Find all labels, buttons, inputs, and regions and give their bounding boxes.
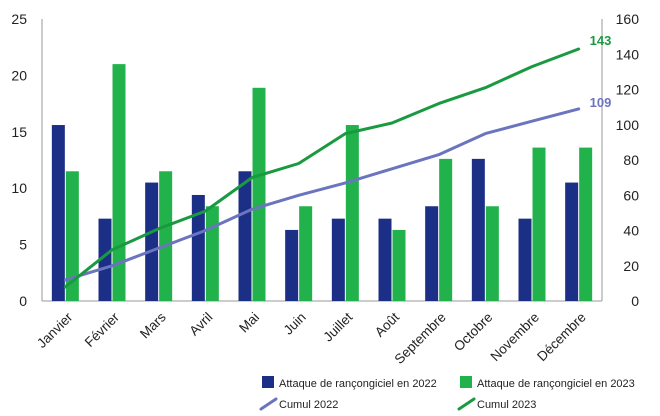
x-category-label: Mars [137, 309, 169, 341]
x-category-label: Juillet [320, 309, 355, 344]
y-right-tick-label: 40 [623, 223, 639, 239]
legend-item-cumul-2023-label: Cumul 2023 [477, 399, 536, 411]
bar-2022 [98, 218, 112, 301]
bar-2022 [238, 171, 252, 301]
bar-2023 [205, 206, 219, 301]
bar-2022 [191, 194, 205, 301]
y-right-tick-label: 80 [623, 152, 639, 168]
legend-item-2022-bars-swatch [262, 376, 274, 388]
bar-2023 [252, 87, 266, 301]
bar-2022 [425, 206, 439, 301]
bar-2022 [378, 218, 392, 301]
y-left-tick-label: 10 [11, 180, 27, 196]
legend-item-cumul-2022-swatch [259, 397, 278, 411]
y-right-tick-label: 120 [616, 82, 640, 98]
legend-item-cumul-2022-label: Cumul 2022 [279, 399, 338, 411]
legend-item-2023-bars-swatch [460, 376, 472, 388]
x-category-label: Janvier [34, 309, 76, 351]
cumul-2023-end-label: 143 [590, 33, 612, 48]
line-cumul-2023 [63, 47, 581, 289]
bar-2022 [331, 218, 345, 301]
bar-2023 [532, 147, 546, 301]
legend-item-2022-bars-label: Attaque de rançongiciel en 2022 [279, 378, 437, 390]
y-right-tick-label: 60 [623, 187, 639, 203]
y-right-tick-label: 140 [616, 46, 640, 62]
bar-2023 [392, 229, 406, 301]
x-category-label: Février [82, 309, 123, 350]
x-category-label: Juin [281, 310, 309, 338]
x-category-label: Novembre [487, 310, 542, 365]
y-left-tick-label: 25 [11, 11, 27, 27]
legend-item-2023-bars-label: Attaque de rançongiciel en 2023 [477, 378, 635, 390]
x-category-label: Décembre [534, 310, 589, 365]
x-category-label: Mai [236, 310, 262, 336]
bar-2022 [518, 218, 532, 301]
bar-2023 [299, 206, 313, 301]
bar-2022 [565, 182, 579, 301]
bar-2023 [439, 158, 453, 301]
y-right-tick-label: 160 [616, 11, 640, 27]
bar-2022 [285, 229, 299, 301]
y-left-tick-label: 0 [19, 293, 27, 309]
cumul-2022-end-label: 109 [590, 95, 612, 110]
bar-2023 [345, 125, 359, 301]
bar-2023 [112, 64, 126, 302]
x-category-label: Août [372, 309, 402, 339]
x-category-label: Octobre [451, 310, 496, 355]
bar-2022 [51, 125, 65, 301]
y-left-tick-label: 15 [11, 124, 27, 140]
bar-2023 [159, 171, 173, 301]
lines-group [63, 47, 581, 289]
legend: Attaque de rançongiciel en 2022 Attaque d… [259, 376, 635, 411]
bars-group [51, 64, 593, 302]
y-right-tick-label: 100 [616, 117, 640, 133]
x-category-label: Avril [186, 310, 215, 339]
bar-2023 [579, 147, 593, 301]
legend-item-cumul-2023-swatch [457, 397, 476, 411]
bar-2022 [471, 158, 485, 301]
y-left-tick-label: 20 [11, 67, 27, 83]
bar-2023 [65, 171, 79, 301]
axes-group: 0 5 10 15 20 25 0 20 40 60 80 100 120 140 160 [11, 11, 639, 309]
bar-2023 [485, 206, 499, 301]
y-left-tick-label: 5 [19, 237, 27, 253]
line-cumul-2022 [63, 107, 581, 282]
y-right-tick-label: 20 [623, 258, 639, 274]
bar-2022 [145, 182, 159, 301]
y-right-tick-label: 0 [631, 293, 639, 309]
